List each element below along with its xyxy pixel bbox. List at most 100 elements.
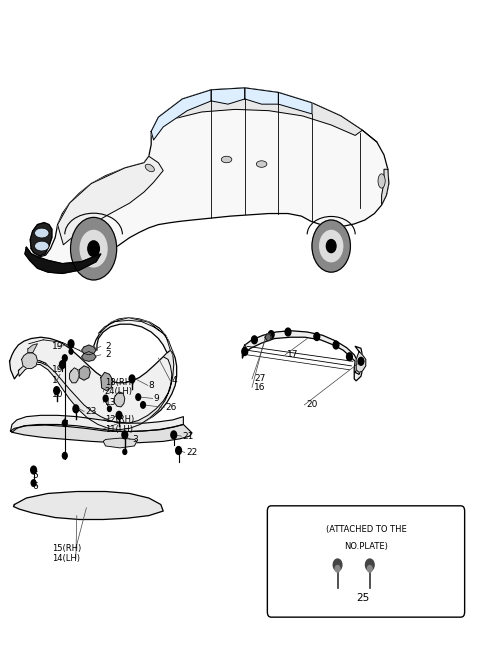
Polygon shape (82, 352, 96, 361)
Text: 10: 10 (52, 390, 63, 399)
Text: 11(LH): 11(LH) (105, 424, 132, 434)
Polygon shape (18, 350, 174, 430)
Ellipse shape (35, 241, 49, 251)
Text: 26: 26 (166, 403, 177, 412)
Polygon shape (30, 223, 52, 256)
Polygon shape (114, 392, 125, 407)
Text: 12(RH): 12(RH) (105, 415, 134, 424)
Ellipse shape (35, 229, 49, 238)
Text: 24(LH): 24(LH) (105, 387, 132, 396)
Ellipse shape (145, 164, 155, 172)
Polygon shape (278, 92, 312, 114)
Text: (ATTACHED TO THE: (ATTACHED TO THE (325, 525, 407, 534)
Circle shape (358, 357, 364, 365)
Polygon shape (356, 352, 366, 372)
Text: 18(RH): 18(RH) (105, 378, 134, 387)
Circle shape (31, 480, 36, 486)
Ellipse shape (221, 156, 232, 163)
Circle shape (68, 340, 74, 348)
Circle shape (314, 333, 320, 340)
Circle shape (103, 395, 108, 402)
Circle shape (347, 353, 352, 361)
Circle shape (333, 341, 339, 349)
Text: 3: 3 (132, 435, 138, 444)
Polygon shape (22, 353, 37, 368)
Circle shape (141, 402, 145, 408)
Text: 1: 1 (52, 376, 58, 385)
Polygon shape (382, 169, 389, 205)
Text: 20: 20 (306, 400, 318, 409)
Polygon shape (26, 88, 389, 268)
Text: 9: 9 (154, 394, 159, 403)
Circle shape (60, 361, 65, 368)
Text: 15(RH): 15(RH) (52, 544, 81, 553)
Circle shape (312, 220, 350, 272)
Circle shape (62, 420, 67, 426)
Polygon shape (79, 366, 90, 380)
Circle shape (171, 431, 177, 439)
Circle shape (320, 230, 343, 262)
Text: 22: 22 (186, 448, 197, 457)
Circle shape (333, 559, 342, 571)
Polygon shape (151, 90, 211, 140)
Text: 6: 6 (33, 482, 38, 492)
Polygon shape (25, 247, 101, 273)
Circle shape (136, 394, 141, 400)
Circle shape (73, 405, 79, 413)
Ellipse shape (256, 161, 267, 167)
Circle shape (326, 240, 336, 253)
Polygon shape (242, 331, 363, 381)
Circle shape (54, 387, 60, 395)
Polygon shape (82, 345, 96, 355)
Text: 23: 23 (85, 407, 97, 416)
Text: 2: 2 (106, 350, 111, 359)
Polygon shape (101, 372, 113, 391)
Text: 2: 2 (106, 342, 111, 351)
Text: 4: 4 (172, 376, 178, 385)
Circle shape (62, 452, 67, 459)
Ellipse shape (378, 174, 385, 188)
Polygon shape (103, 438, 137, 448)
Circle shape (69, 349, 73, 354)
Circle shape (367, 566, 372, 572)
Text: NO.PLATE): NO.PLATE) (344, 542, 388, 551)
Circle shape (31, 466, 36, 474)
Circle shape (252, 336, 257, 344)
Text: 21: 21 (182, 432, 194, 441)
Circle shape (365, 559, 374, 571)
Polygon shape (245, 88, 278, 104)
Polygon shape (211, 88, 245, 104)
Polygon shape (98, 318, 174, 355)
Text: 14(LH): 14(LH) (52, 554, 80, 563)
Polygon shape (11, 424, 192, 443)
Polygon shape (265, 334, 271, 340)
Circle shape (122, 431, 128, 439)
Circle shape (80, 230, 107, 267)
Circle shape (335, 566, 340, 572)
Text: 27: 27 (254, 374, 266, 383)
Text: 16: 16 (254, 383, 266, 392)
Polygon shape (58, 156, 163, 245)
Text: 17: 17 (287, 350, 299, 359)
Circle shape (116, 411, 122, 419)
Polygon shape (151, 88, 362, 135)
Circle shape (268, 331, 274, 339)
Polygon shape (242, 345, 247, 358)
Polygon shape (94, 318, 170, 353)
Text: 5: 5 (33, 471, 38, 480)
Text: 8: 8 (149, 381, 155, 390)
Polygon shape (13, 492, 163, 519)
Text: 25: 25 (356, 592, 370, 603)
Polygon shape (70, 368, 79, 383)
Text: 19: 19 (52, 365, 63, 374)
Text: 13: 13 (105, 398, 116, 407)
Circle shape (242, 348, 248, 355)
Text: 19: 19 (52, 342, 63, 351)
Polygon shape (28, 344, 37, 353)
Circle shape (285, 328, 291, 336)
Circle shape (123, 449, 127, 454)
Text: 7: 7 (62, 420, 68, 429)
Circle shape (88, 241, 99, 256)
Circle shape (129, 375, 135, 383)
Circle shape (108, 406, 111, 411)
